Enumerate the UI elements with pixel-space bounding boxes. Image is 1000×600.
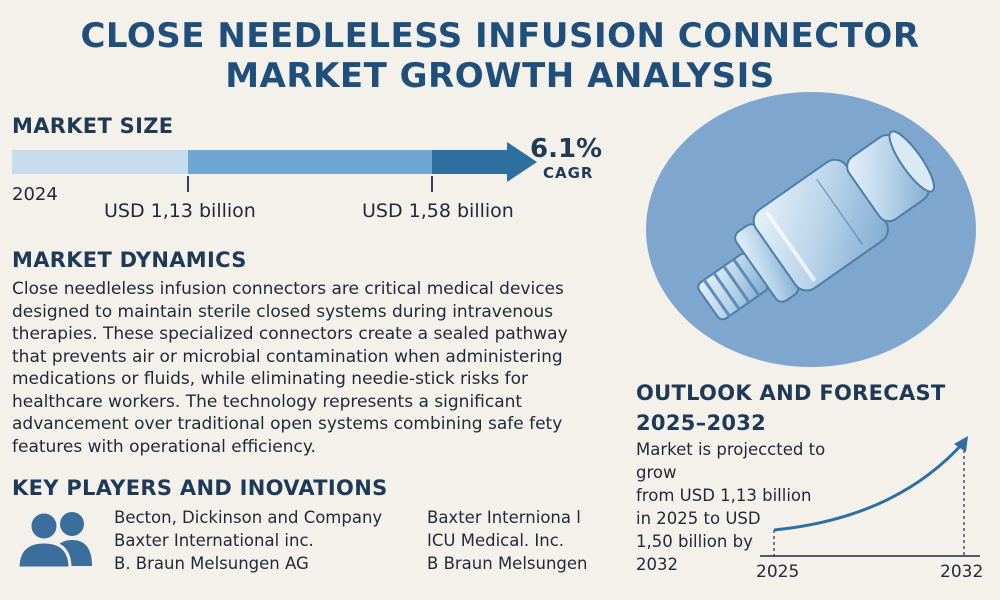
needleless-connector-illustration	[697, 130, 935, 321]
market-dynamics-text: Close needleless infusion connectors are…	[12, 278, 602, 458]
bar-segment-2024	[12, 150, 188, 174]
player-bd: Becton, Dickinson and Company	[114, 508, 383, 527]
player-bbraun-2: B Braun Melsungen	[427, 554, 588, 573]
dynamics-line: features with operational efficiency.	[12, 436, 316, 457]
outlook-line: 1,50 billion by	[636, 532, 753, 551]
outlook-line: 2032	[636, 555, 678, 574]
market-dynamics-heading: MARKET DYNAMICS	[12, 248, 247, 272]
outlook-heading-line-1: OUTLOOK AND FORECAST	[636, 381, 946, 405]
outlook-heading: OUTLOOK AND FORECAST 2025–2032	[636, 378, 946, 438]
market-size-year: 2024	[12, 184, 58, 205]
outlook-line: from USD 1,13 billion	[636, 486, 812, 505]
bar-segment-mid	[188, 150, 432, 174]
growth-curve-arrow	[760, 436, 980, 557]
market-size-end-value: USD 1,58 billion	[362, 200, 514, 222]
arrow-right-icon	[507, 142, 537, 182]
page-title: CLOSE NEEDLELESS INFUSION CONNECTOR MARK…	[0, 16, 1000, 96]
outlook-text: Market is projeccted to grow from USD 1,…	[636, 438, 846, 576]
cagr-value: 6.1%	[530, 134, 603, 164]
title-line-2: MARKET GROWTH ANALYSIS	[225, 56, 775, 96]
market-size-heading: MARKET SIZE	[12, 114, 174, 138]
bar-segment-end	[432, 150, 507, 174]
outlook-year-start: 2025	[756, 562, 800, 582]
dynamics-line: advancement over traditional open system…	[12, 414, 563, 434]
tick-end	[431, 176, 433, 192]
player-icu-medical: ICU Medical. Inc.	[427, 531, 565, 550]
people-icon	[16, 510, 92, 568]
tick-start	[187, 176, 189, 192]
dynamics-line: healthcare workers. The technology repre…	[12, 391, 523, 412]
title-line-1: CLOSE NEEDLELESS INFUSION CONNECTOR	[80, 16, 920, 56]
dynamics-line: Close needleless infusion connectors are…	[12, 279, 564, 299]
outlook-heading-line-2: 2025–2032	[636, 411, 767, 435]
dynamics-line: therapies. These specialized connectors …	[12, 324, 568, 344]
dynamics-line: that prevents air or microbial contamina…	[12, 346, 563, 367]
outlook-line: in 2025 to USD	[636, 509, 761, 528]
player-bbraun: B. Braun Melsungen AG	[114, 554, 309, 573]
key-players-heading: KEY PLAYERS AND INOVATIONS	[12, 476, 388, 500]
market-size-bar	[12, 142, 537, 182]
player-baxter: Baxter International inc.	[114, 531, 314, 550]
outlook-line: Market is projeccted to grow	[636, 440, 826, 482]
outlook-year-end: 2032	[940, 562, 984, 582]
dynamics-line: designed to maintain sterile closed syst…	[12, 301, 554, 322]
dynamics-line: medications or fluids, while eliminating…	[12, 369, 528, 389]
cagr-label: CAGR	[543, 164, 594, 182]
player-baxter-2: Baxter Interniona l	[427, 508, 581, 527]
market-size-start-value: USD 1,13 billion	[104, 200, 256, 222]
